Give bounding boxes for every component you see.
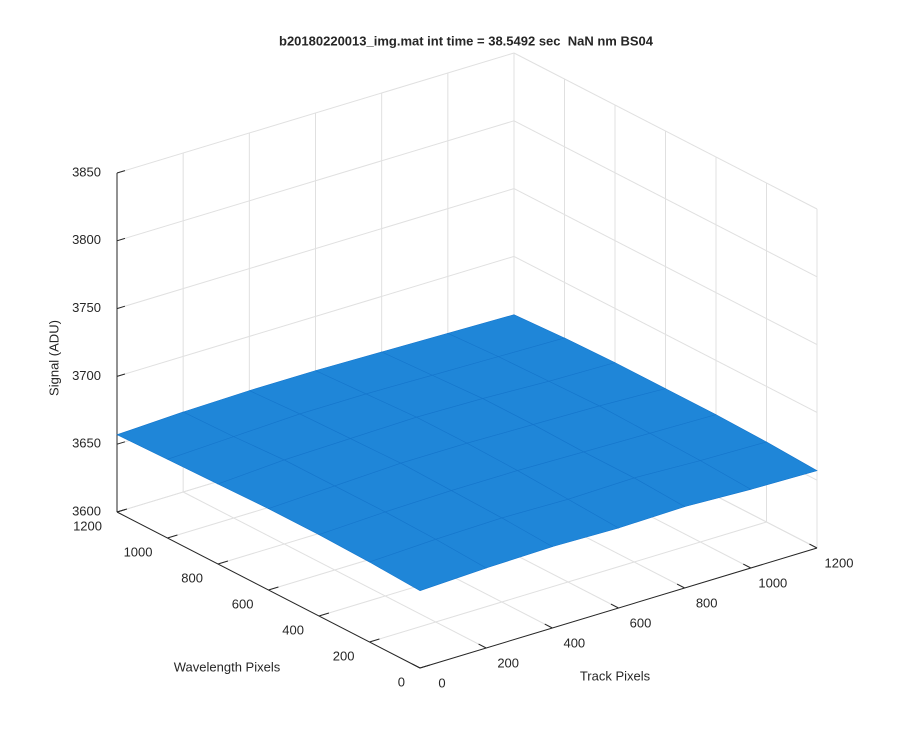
z-tick (116, 441, 126, 445)
y-tick-label: 200 (333, 648, 355, 663)
z-tick (116, 509, 126, 513)
x-tick-label: 1200 (825, 555, 854, 570)
y-tick (268, 586, 279, 591)
grid-line (513, 120, 818, 278)
y-tick (369, 638, 380, 643)
surface-patch (368, 538, 487, 592)
z-tick-label: 3650 (72, 436, 101, 451)
z-tick-label: 3700 (72, 368, 101, 383)
y-tick (167, 534, 178, 539)
chart-title: b20180220013_img.mat int time = 38.5492 … (279, 33, 654, 48)
x-tick (610, 603, 619, 609)
z-tick-label: 3800 (72, 232, 101, 247)
y-tick-label: 1000 (124, 544, 153, 559)
y-tick (318, 612, 330, 617)
x-axis-label: Track Pixels (580, 668, 651, 683)
y-tick-label: 0 (398, 674, 405, 689)
grid-line (513, 255, 818, 413)
z-tick (116, 373, 126, 377)
x-tick-label: 200 (497, 655, 519, 670)
z-tick-label: 3750 (72, 300, 101, 315)
y-axis-label: Wavelength Pixels (174, 659, 281, 674)
y-tick-label: 600 (232, 596, 254, 611)
y-tick-label: 1200 (73, 518, 102, 533)
x-tick (478, 643, 487, 649)
z-tick (116, 170, 126, 174)
grid-line (116, 120, 515, 242)
z-tick-label: 3600 (72, 503, 101, 518)
x-tick-label: 1000 (758, 575, 787, 590)
x-tick (676, 583, 685, 589)
x-tick-label: 0 (438, 675, 445, 690)
grid-line (513, 188, 818, 346)
x-tick (809, 543, 818, 549)
z-tick-label: 3850 (72, 164, 101, 179)
x-tick (412, 663, 421, 669)
x-tick-label: 800 (696, 595, 718, 610)
grid-line (116, 188, 515, 310)
y-tick-label: 800 (181, 570, 203, 585)
y-tick-label: 400 (282, 622, 304, 637)
y-tick (217, 560, 229, 565)
z-axis-label: Signal (ADU) (46, 320, 61, 396)
grid-line (513, 52, 818, 210)
x-tick-label: 400 (563, 635, 585, 650)
x-tick-label: 600 (630, 615, 652, 630)
grid-line (116, 52, 515, 174)
z-tick (116, 237, 126, 242)
x-tick (544, 623, 553, 629)
grid-line (116, 255, 515, 377)
y-tick (419, 664, 431, 669)
x-tick (743, 563, 752, 569)
z-tick (116, 305, 126, 310)
grid-line (369, 521, 767, 643)
